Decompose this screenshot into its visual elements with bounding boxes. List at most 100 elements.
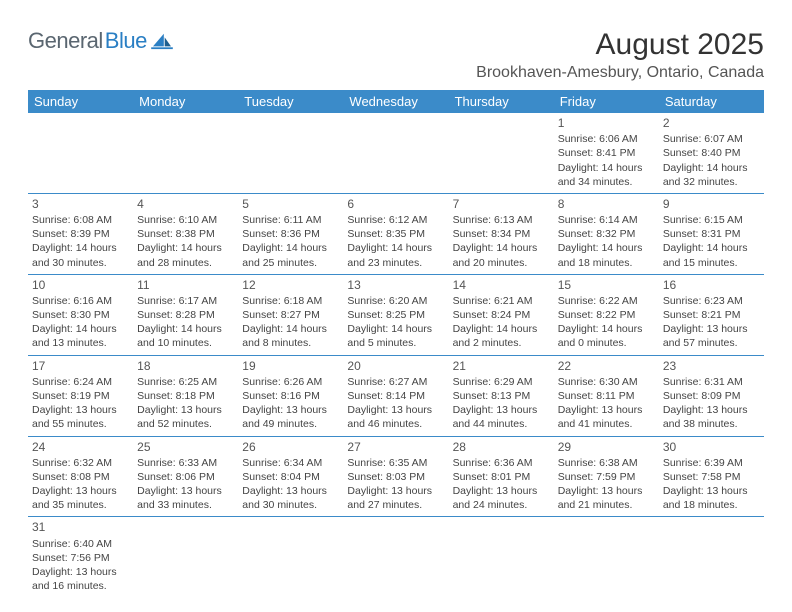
sunset-line: Sunset: 8:35 PM — [347, 227, 444, 241]
sunrise-line: Sunrise: 6:23 AM — [663, 294, 760, 308]
sunset-line: Sunset: 8:25 PM — [347, 308, 444, 322]
calendar-cell: 17Sunrise: 6:24 AMSunset: 8:19 PMDayligh… — [28, 355, 133, 436]
calendar-cell — [133, 517, 238, 597]
daylight-line: Daylight: 13 hours and 33 minutes. — [137, 484, 234, 512]
calendar-cell: 9Sunrise: 6:15 AMSunset: 8:31 PMDaylight… — [659, 193, 764, 274]
calendar-body: 1Sunrise: 6:06 AMSunset: 8:41 PM Daylight… — [28, 113, 764, 597]
calendar-cell: 29Sunrise: 6:38 AMSunset: 7:59 PMDayligh… — [554, 436, 659, 517]
day-number: 6 — [347, 196, 444, 212]
sunrise-line: Sunrise: 6:13 AM — [453, 213, 550, 227]
day-number: 20 — [347, 358, 444, 374]
sunrise-line: Sunrise: 6:21 AM — [453, 294, 550, 308]
daylight-line: Daylight: 14 hours and 32 minutes. — [663, 161, 760, 189]
day-number: 17 — [32, 358, 129, 374]
sunset-line: Sunset: 8:24 PM — [453, 308, 550, 322]
day-number: 27 — [347, 439, 444, 455]
day-number: 28 — [453, 439, 550, 455]
daylight-line: Daylight: 13 hours and 18 minutes. — [663, 484, 760, 512]
day-number: 5 — [242, 196, 339, 212]
calendar-row: 1Sunrise: 6:06 AMSunset: 8:41 PM Daylight… — [28, 113, 764, 193]
calendar-cell — [449, 517, 554, 597]
calendar-cell: 8Sunrise: 6:14 AMSunset: 8:32 PMDaylight… — [554, 193, 659, 274]
day-number: 1 — [558, 115, 655, 131]
daylight-line: Daylight: 14 hours and 2 minutes. — [453, 322, 550, 350]
day-number: 23 — [663, 358, 760, 374]
calendar-cell: 27Sunrise: 6:35 AMSunset: 8:03 PMDayligh… — [343, 436, 448, 517]
sunrise-line: Sunrise: 6:06 AM — [558, 132, 655, 146]
sunset-line: Sunset: 8:30 PM — [32, 308, 129, 322]
title-block: August 2025 Brookhaven-Amesbury, Ontario… — [476, 28, 764, 82]
sunset-line: Sunset: 8:38 PM — [137, 227, 234, 241]
sunset-line: Sunset: 8:21 PM — [663, 308, 760, 322]
calendar-cell: 20Sunrise: 6:27 AMSunset: 8:14 PMDayligh… — [343, 355, 448, 436]
logo-text-general: General — [28, 28, 103, 54]
daylight-line: Daylight: 13 hours and 38 minutes. — [663, 403, 760, 431]
sunset-line: Sunset: 8:14 PM — [347, 389, 444, 403]
daylight-line: Daylight: 14 hours and 28 minutes. — [137, 241, 234, 269]
sunrise-line: Sunrise: 6:26 AM — [242, 375, 339, 389]
sunset-line: Sunset: 8:40 PM — [663, 146, 760, 160]
sunset-line: Sunset: 8:32 PM — [558, 227, 655, 241]
calendar-cell: 1Sunrise: 6:06 AMSunset: 8:41 PMDaylight… — [554, 113, 659, 193]
calendar-cell: 3Sunrise: 6:08 AMSunset: 8:39 PMDaylight… — [28, 193, 133, 274]
day-number: 31 — [32, 519, 129, 535]
month-title: August 2025 — [476, 28, 764, 62]
day-number: 10 — [32, 277, 129, 293]
daylight-line: Daylight: 14 hours and 0 minutes. — [558, 322, 655, 350]
sunset-line: Sunset: 8:18 PM — [137, 389, 234, 403]
day-number: 18 — [137, 358, 234, 374]
calendar-cell: 4Sunrise: 6:10 AMSunset: 8:38 PMDaylight… — [133, 193, 238, 274]
sunrise-line: Sunrise: 6:16 AM — [32, 294, 129, 308]
day-number: 3 — [32, 196, 129, 212]
sunrise-line: Sunrise: 6:07 AM — [663, 132, 760, 146]
day-number: 4 — [137, 196, 234, 212]
day-number: 19 — [242, 358, 339, 374]
calendar-cell: 18Sunrise: 6:25 AMSunset: 8:18 PMDayligh… — [133, 355, 238, 436]
sunrise-line: Sunrise: 6:08 AM — [32, 213, 129, 227]
day-number: 11 — [137, 277, 234, 293]
day-number: 2 — [663, 115, 760, 131]
calendar-cell: 31Sunrise: 6:40 AMSunset: 7:56 PMDayligh… — [28, 517, 133, 597]
calendar-cell — [449, 113, 554, 193]
sunset-line: Sunset: 7:58 PM — [663, 470, 760, 484]
daylight-line: Daylight: 13 hours and 46 minutes. — [347, 403, 444, 431]
sunrise-line: Sunrise: 6:35 AM — [347, 456, 444, 470]
logo-text-blue: Blue — [105, 28, 147, 54]
daylight-line: Daylight: 14 hours and 5 minutes. — [347, 322, 444, 350]
day-number: 22 — [558, 358, 655, 374]
day-header: Tuesday — [238, 90, 343, 113]
sunset-line: Sunset: 8:41 PM — [558, 146, 655, 160]
daylight-line: Daylight: 13 hours and 57 minutes. — [663, 322, 760, 350]
daylight-line: Daylight: 14 hours and 18 minutes. — [558, 241, 655, 269]
calendar-cell — [238, 113, 343, 193]
day-number: 9 — [663, 196, 760, 212]
calendar-cell: 13Sunrise: 6:20 AMSunset: 8:25 PMDayligh… — [343, 274, 448, 355]
sunrise-line: Sunrise: 6:38 AM — [558, 456, 655, 470]
daylight-line: Daylight: 13 hours and 16 minutes. — [32, 565, 129, 593]
sunset-line: Sunset: 8:31 PM — [663, 227, 760, 241]
day-number: 21 — [453, 358, 550, 374]
calendar-cell: 5Sunrise: 6:11 AMSunset: 8:36 PMDaylight… — [238, 193, 343, 274]
sunset-line: Sunset: 8:13 PM — [453, 389, 550, 403]
sunrise-line: Sunrise: 6:36 AM — [453, 456, 550, 470]
sunset-line: Sunset: 8:28 PM — [137, 308, 234, 322]
sunrise-line: Sunrise: 6:24 AM — [32, 375, 129, 389]
day-number: 8 — [558, 196, 655, 212]
day-number: 14 — [453, 277, 550, 293]
sunset-line: Sunset: 8:11 PM — [558, 389, 655, 403]
calendar-cell: 23Sunrise: 6:31 AMSunset: 8:09 PMDayligh… — [659, 355, 764, 436]
daylight-line: Daylight: 13 hours and 55 minutes. — [32, 403, 129, 431]
sunrise-line: Sunrise: 6:20 AM — [347, 294, 444, 308]
daylight-line: Daylight: 14 hours and 23 minutes. — [347, 241, 444, 269]
calendar-row: 17Sunrise: 6:24 AMSunset: 8:19 PMDayligh… — [28, 355, 764, 436]
calendar-cell: 14Sunrise: 6:21 AMSunset: 8:24 PMDayligh… — [449, 274, 554, 355]
calendar-table: SundayMondayTuesdayWednesdayThursdayFrid… — [28, 90, 764, 597]
calendar-cell: 25Sunrise: 6:33 AMSunset: 8:06 PMDayligh… — [133, 436, 238, 517]
daylight-line: Daylight: 13 hours and 41 minutes. — [558, 403, 655, 431]
sunset-line: Sunset: 8:09 PM — [663, 389, 760, 403]
sunrise-line: Sunrise: 6:12 AM — [347, 213, 444, 227]
sunset-line: Sunset: 8:04 PM — [242, 470, 339, 484]
location: Brookhaven-Amesbury, Ontario, Canada — [476, 64, 764, 82]
sunrise-line: Sunrise: 6:18 AM — [242, 294, 339, 308]
calendar-cell: 22Sunrise: 6:30 AMSunset: 8:11 PMDayligh… — [554, 355, 659, 436]
